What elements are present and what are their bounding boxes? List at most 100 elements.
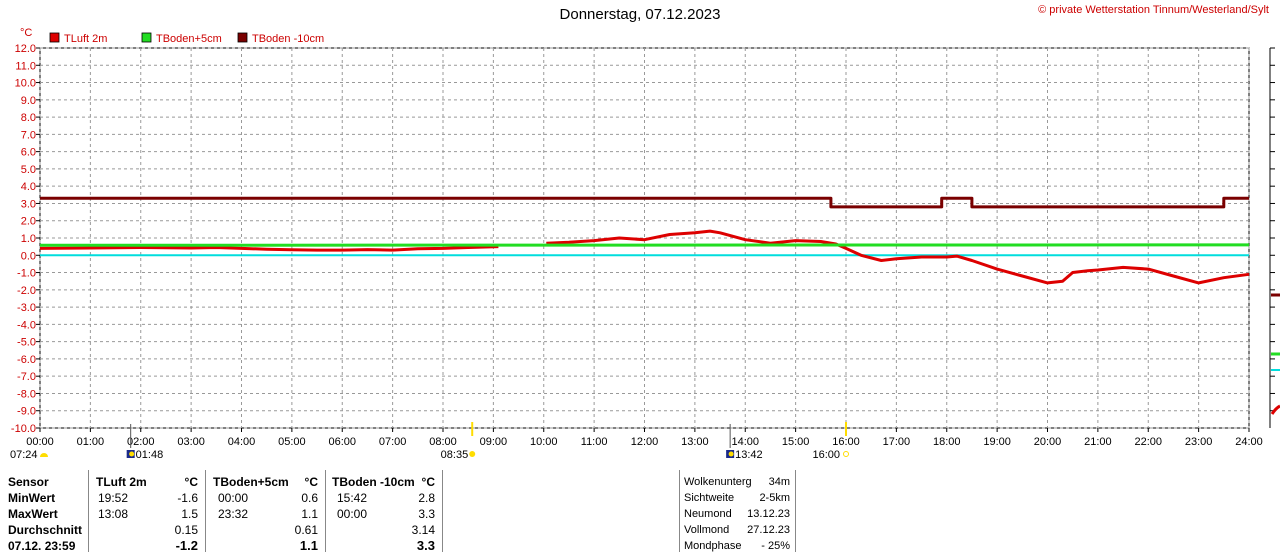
x-tick-label: 04:00 — [228, 436, 256, 448]
x-tick-label: 05:00 — [278, 436, 306, 448]
y-axis-unit: °C — [20, 27, 32, 39]
table-cell-current: 3.3 — [395, 538, 435, 553]
x-tick-label: 12:00 — [631, 436, 659, 448]
sunset-icon — [844, 452, 849, 457]
info-value: 27.12.23 — [730, 524, 790, 536]
y-tick-label: 3.0 — [21, 198, 36, 210]
info-divider — [679, 470, 680, 552]
sun-icon — [469, 451, 475, 457]
x-tick-label: 24:00 — [1235, 436, 1263, 448]
table-cell: 1.1 — [278, 507, 318, 521]
legend-label: TBoden+5cm — [156, 33, 222, 45]
x-tick-label: 23:00 — [1185, 436, 1213, 448]
table-cell: 00:00 — [218, 491, 248, 505]
table-header-tboden5: TBoden+5cm — [213, 475, 289, 489]
event-time-label: 08:35 — [441, 449, 469, 461]
event-time-label: 01:48 — [136, 449, 164, 461]
table-header-tluft: TLuft 2m — [96, 475, 147, 489]
table-cell-current: -1.2 — [158, 538, 198, 553]
y-tick-label: 9.0 — [21, 95, 36, 107]
x-tick-label: 20:00 — [1034, 436, 1062, 448]
info-label: Neumond — [684, 508, 732, 520]
legend-label: TBoden -10cm — [252, 33, 324, 45]
x-tick-label: 10:00 — [530, 436, 558, 448]
table-header-unit-3: °C — [405, 475, 435, 489]
copyright-label: © private Wetterstation Tinnum/Westerlan… — [1038, 4, 1269, 16]
x-tick-label: 07:00 — [379, 436, 407, 448]
x-tick-label: 09:00 — [480, 436, 508, 448]
x-tick-label: 11:00 — [581, 436, 608, 448]
x-tick-label: 03:00 — [177, 436, 205, 448]
table-cell: 3.14 — [395, 523, 435, 537]
table-cell: 15:42 — [337, 491, 367, 505]
y-tick-label: 12.0 — [15, 43, 36, 55]
y-tick-label: 0.0 — [21, 250, 36, 262]
side-level-tluft — [1272, 406, 1280, 414]
y-tick-label: 6.0 — [21, 147, 36, 159]
y-tick-label: -5.0 — [17, 337, 36, 349]
moon-icon — [129, 452, 134, 457]
x-tick-label: 01:00 — [77, 436, 105, 448]
y-tick-label: 5.0 — [21, 164, 36, 176]
y-tick-label: 8.0 — [21, 112, 36, 124]
y-tick-label: -4.0 — [17, 319, 36, 331]
event-time-label: 07:24 — [10, 449, 38, 461]
x-tick-label: 17:00 — [883, 436, 911, 448]
table-row-label: Durchschnitt — [8, 523, 82, 537]
x-tick-label: 16:00 — [832, 436, 860, 448]
table-cell: 1.5 — [158, 507, 198, 521]
table-cell: 23:32 — [218, 507, 248, 521]
table-cell: 0.6 — [278, 491, 318, 505]
y-tick-label: -3.0 — [17, 302, 36, 314]
table-header-unit-2: °C — [288, 475, 318, 489]
y-tick-label: 2.0 — [21, 216, 36, 228]
x-tick-label: 00:00 — [26, 436, 54, 448]
y-tick-label: -1.0 — [17, 268, 36, 280]
table-row-label: MinWert — [8, 491, 55, 505]
x-tick-label: 21:00 — [1084, 436, 1112, 448]
table-divider — [442, 470, 443, 552]
y-tick-label: -8.0 — [17, 388, 36, 400]
table-cell: -1.6 — [158, 491, 198, 505]
table-row-label: MaxWert — [8, 507, 58, 521]
info-value: - 25% — [740, 540, 790, 552]
y-tick-label: 4.0 — [21, 181, 36, 193]
y-tick-label: -9.0 — [17, 406, 36, 418]
info-label: Vollmond — [684, 524, 729, 536]
event-time-label: 13:42 — [735, 449, 763, 461]
y-tick-label: -2.0 — [17, 285, 36, 297]
info-value: 34m — [740, 476, 790, 488]
y-tick-label: 7.0 — [21, 129, 36, 141]
x-tick-label: 15:00 — [782, 436, 810, 448]
y-tick-label: 1.0 — [21, 233, 36, 245]
table-row-label: 07.12. 23:59 — [8, 539, 75, 553]
x-tick-label: 06:00 — [328, 436, 356, 448]
y-tick-label: 10.0 — [15, 78, 36, 90]
x-tick-label: 08:00 — [429, 436, 457, 448]
info-label: Mondphase — [684, 540, 742, 552]
legend-label: TLuft 2m — [64, 33, 107, 45]
table-cell: 19:52 — [98, 491, 128, 505]
legend-swatch — [238, 33, 247, 42]
table-cell: 00:00 — [337, 507, 367, 521]
legend-swatch — [50, 33, 59, 42]
table-divider — [88, 470, 89, 552]
table-divider — [325, 470, 326, 552]
table-cell: 0.15 — [158, 523, 198, 537]
table-cell-current: 1.1 — [278, 538, 318, 553]
table-cell: 3.3 — [395, 507, 435, 521]
table-header-tboden10: TBoden -10cm — [332, 475, 415, 489]
info-label: Sichtweite — [684, 492, 734, 504]
x-tick-label: 22:00 — [1134, 436, 1162, 448]
y-tick-label: -6.0 — [17, 354, 36, 366]
chart-title: Donnerstag, 07.12.2023 — [540, 6, 740, 23]
x-tick-label: 19:00 — [983, 436, 1011, 448]
x-tick-label: 18:00 — [933, 436, 961, 448]
sunrise-icon — [40, 453, 48, 457]
table-divider — [205, 470, 206, 552]
info-divider — [795, 470, 796, 552]
moon-icon — [729, 452, 734, 457]
legend-swatch — [142, 33, 151, 42]
x-tick-label: 14:00 — [731, 436, 759, 448]
